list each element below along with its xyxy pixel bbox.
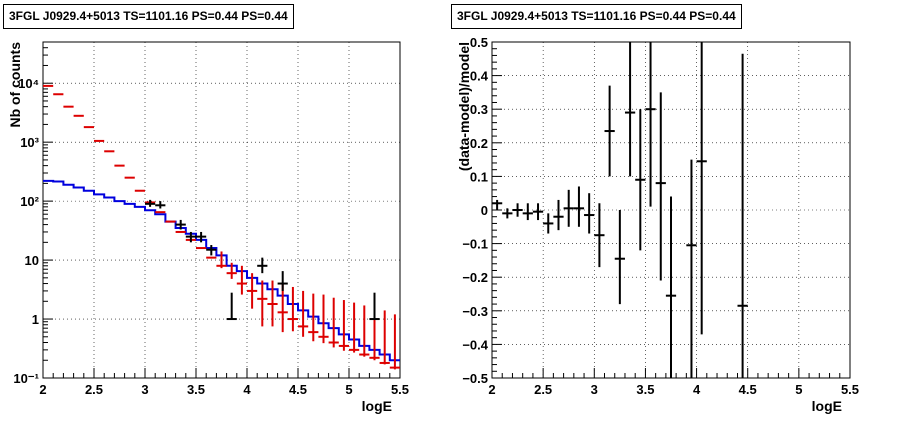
y-tick-label: 10⁴ bbox=[18, 76, 39, 91]
y-tick-label: 10² bbox=[20, 194, 39, 209]
y-tick-label: 0.4 bbox=[470, 69, 489, 84]
x-tick-label: 3 bbox=[591, 382, 598, 397]
x-tick-label: 2 bbox=[488, 382, 495, 397]
x-tick-label: 2 bbox=[39, 382, 46, 397]
y-tick-label: 0.2 bbox=[470, 136, 488, 151]
x-axis-label: logE bbox=[362, 398, 392, 414]
x-tick-label: 3 bbox=[141, 382, 148, 397]
x-tick-label: 4.5 bbox=[739, 382, 757, 397]
right-chart-title: 3FGL J0929.4+5013 TS=1101.16 PS=0.44 PS=… bbox=[451, 4, 742, 29]
y-tick-label: −0.2 bbox=[462, 270, 488, 285]
y-tick-label: −0.5 bbox=[462, 371, 488, 386]
counts-chart: 2 2.5 3 3.5 4 4.5 5 5.5 10⁻¹ 1 10 10² 10³ 10⁴ logE Nb o… bbox=[7, 41, 409, 414]
x-tick-label: 2.5 bbox=[534, 382, 552, 397]
y-tick-label: −0.4 bbox=[462, 337, 488, 352]
x-tick-label: 4 bbox=[693, 382, 701, 397]
y-tick-label: 0.3 bbox=[470, 102, 488, 117]
left-chart-title: 3FGL J0929.4+5013 TS=1101.16 PS=0.44 PS=… bbox=[3, 4, 294, 29]
x-tick-label: 4.5 bbox=[289, 382, 307, 397]
y-tick-label: 1 bbox=[32, 312, 39, 327]
x-tick-label: 2.5 bbox=[85, 382, 103, 397]
x-tick-label: 3.5 bbox=[636, 382, 654, 397]
residuals-chart: 2 2.5 3 3.5 4 4.5 5 5.5 −0.5 −0.4 −0.3 −0.2 −0.1 0 0.1… bbox=[456, 35, 859, 414]
y-tick-label: −0.3 bbox=[462, 304, 488, 319]
x-tick-label: 5.5 bbox=[391, 382, 409, 397]
right-pad: 2 2.5 3 3.5 4 4.5 5 5.5 −0.5 −0.4 −0.3 −0.2 −0.1 0 0.1… bbox=[449, 0, 898, 421]
left-pad: 2 2.5 3 3.5 4 4.5 5 5.5 10⁻¹ 1 10 10² 10³ 10⁴ logE Nb o… bbox=[3, 4, 409, 414]
y-tick-label: 10 bbox=[25, 253, 39, 268]
y-tick-label: 10⁻¹ bbox=[13, 371, 39, 386]
y-tick-label: −0.1 bbox=[462, 237, 488, 252]
x-axis-label: logE bbox=[812, 398, 842, 414]
x-tick-label: 3.5 bbox=[187, 382, 205, 397]
y-axis-label: (data-model)/model bbox=[456, 42, 472, 171]
y-tick-label: 0 bbox=[481, 203, 488, 218]
y-axis-label: Nb of counts bbox=[7, 42, 23, 128]
y-tick-label: 10³ bbox=[20, 135, 39, 150]
plot-frame bbox=[42, 41, 401, 379]
y-tick-label: 0.5 bbox=[470, 35, 488, 50]
x-tick-label: 5 bbox=[345, 382, 352, 397]
x-tick-label: 5 bbox=[795, 382, 802, 397]
x-tick-label: 5.5 bbox=[841, 382, 859, 397]
y-tick-label: 0.1 bbox=[470, 169, 488, 184]
x-tick-label: 4 bbox=[243, 382, 251, 397]
